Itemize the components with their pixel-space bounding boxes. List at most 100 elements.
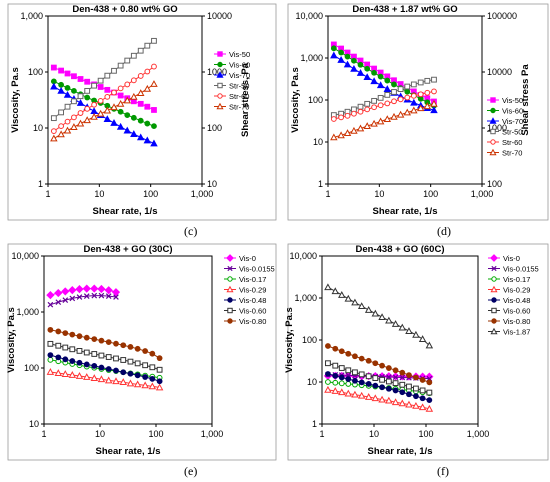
data-point — [76, 294, 83, 300]
data-point — [54, 288, 63, 298]
series-line — [53, 80, 155, 127]
data-point — [356, 69, 365, 76]
legend-marker — [216, 102, 224, 110]
legend-label: Vis-60 — [502, 107, 523, 116]
data-point — [331, 287, 340, 295]
legend-marker — [489, 117, 497, 124]
data-point — [384, 77, 391, 84]
data-point — [144, 42, 151, 49]
data-point — [62, 356, 69, 363]
data-point — [137, 117, 144, 124]
data-point — [392, 367, 399, 374]
data-point — [104, 72, 111, 79]
y-tick-label: 1,000 — [294, 293, 317, 303]
data-point — [371, 394, 380, 402]
data-point — [410, 98, 418, 106]
data-point — [141, 381, 149, 389]
chart-d: 1 10 100 1,0001101001,00010,000100100010000… — [287, 3, 549, 221]
data-point — [71, 98, 77, 105]
data-point — [405, 400, 413, 408]
data-point — [413, 374, 419, 381]
caption-c: (c) — [184, 224, 198, 238]
data-point — [69, 346, 76, 353]
chart-title: Den-438 + 0.80 wt% GO — [72, 4, 177, 15]
series-line — [333, 47, 435, 107]
data-point — [399, 381, 406, 388]
data-point — [46, 291, 55, 300]
data-point — [64, 70, 71, 77]
data-point — [425, 341, 434, 349]
data-point — [343, 60, 352, 68]
legend-entry: Vis-70 — [487, 117, 523, 126]
data-point — [404, 88, 411, 95]
y2-tick-label: 10 — [207, 179, 217, 189]
y-tick-label: 1,000 — [20, 11, 43, 21]
data-point — [77, 93, 84, 100]
y2-tick-label: 100 — [207, 123, 222, 133]
data-point — [143, 136, 152, 144]
data-point — [431, 76, 437, 83]
data-point — [98, 337, 105, 344]
legend-label: Vis-0.17 — [239, 275, 266, 284]
data-point — [390, 112, 398, 120]
legend-marker — [217, 82, 223, 89]
data-point — [370, 119, 378, 127]
data-point — [337, 55, 345, 63]
data-point — [358, 355, 365, 362]
x-tick-label: 100 — [148, 429, 163, 439]
legend-label: Str-60 — [229, 92, 249, 101]
data-point — [403, 108, 412, 116]
data-point — [124, 81, 131, 88]
legend-label: Vis-0.29 — [503, 286, 530, 295]
data-point — [413, 385, 419, 392]
data-point — [68, 371, 77, 378]
data-point — [324, 385, 332, 393]
series-Vis-0.0155 — [47, 292, 119, 308]
data-point — [117, 92, 124, 99]
data-point — [351, 298, 359, 306]
data-point — [137, 100, 144, 107]
data-point — [331, 387, 340, 394]
data-point — [130, 52, 137, 59]
legend-label: Vis-0.80 — [239, 317, 266, 326]
y2-tick-label: 1000 — [207, 67, 227, 77]
legend-marker — [490, 327, 498, 335]
data-point — [419, 387, 426, 394]
data-point — [418, 403, 427, 411]
y-tick-label: 1,000 — [300, 53, 323, 63]
data-point — [392, 380, 399, 387]
data-point — [416, 104, 425, 112]
data-point — [379, 376, 385, 383]
data-point — [372, 375, 379, 381]
y-tick-label: 1 — [312, 419, 317, 429]
data-point — [69, 295, 76, 302]
data-point — [117, 108, 124, 115]
data-point — [391, 81, 397, 88]
legend-label: Vis-0.80 — [503, 317, 530, 326]
legend-entry: Vis-0.17 — [488, 275, 530, 284]
series-Vis-0.60 — [47, 340, 163, 373]
data-point — [148, 382, 157, 390]
data-point — [137, 47, 144, 54]
y-axis-title: Viscosity, Pa.s — [10, 67, 21, 133]
series-line — [333, 90, 435, 120]
data-point — [358, 371, 365, 378]
data-point — [111, 288, 121, 297]
data-point — [424, 77, 431, 84]
data-point — [397, 86, 404, 93]
data-point — [378, 313, 386, 321]
y2-axis-title: Shear stress, Pa — [240, 62, 251, 137]
data-point — [410, 81, 417, 88]
series-Vis-0.80 — [47, 326, 163, 362]
data-point — [325, 360, 331, 367]
data-point — [133, 380, 142, 388]
series-line — [327, 373, 430, 401]
data-point — [426, 379, 433, 386]
data-point — [338, 114, 345, 121]
data-point — [338, 374, 345, 381]
data-point — [338, 291, 346, 298]
data-point — [357, 391, 366, 399]
y-tick-label: 10,000 — [289, 251, 317, 261]
data-point — [103, 106, 112, 114]
